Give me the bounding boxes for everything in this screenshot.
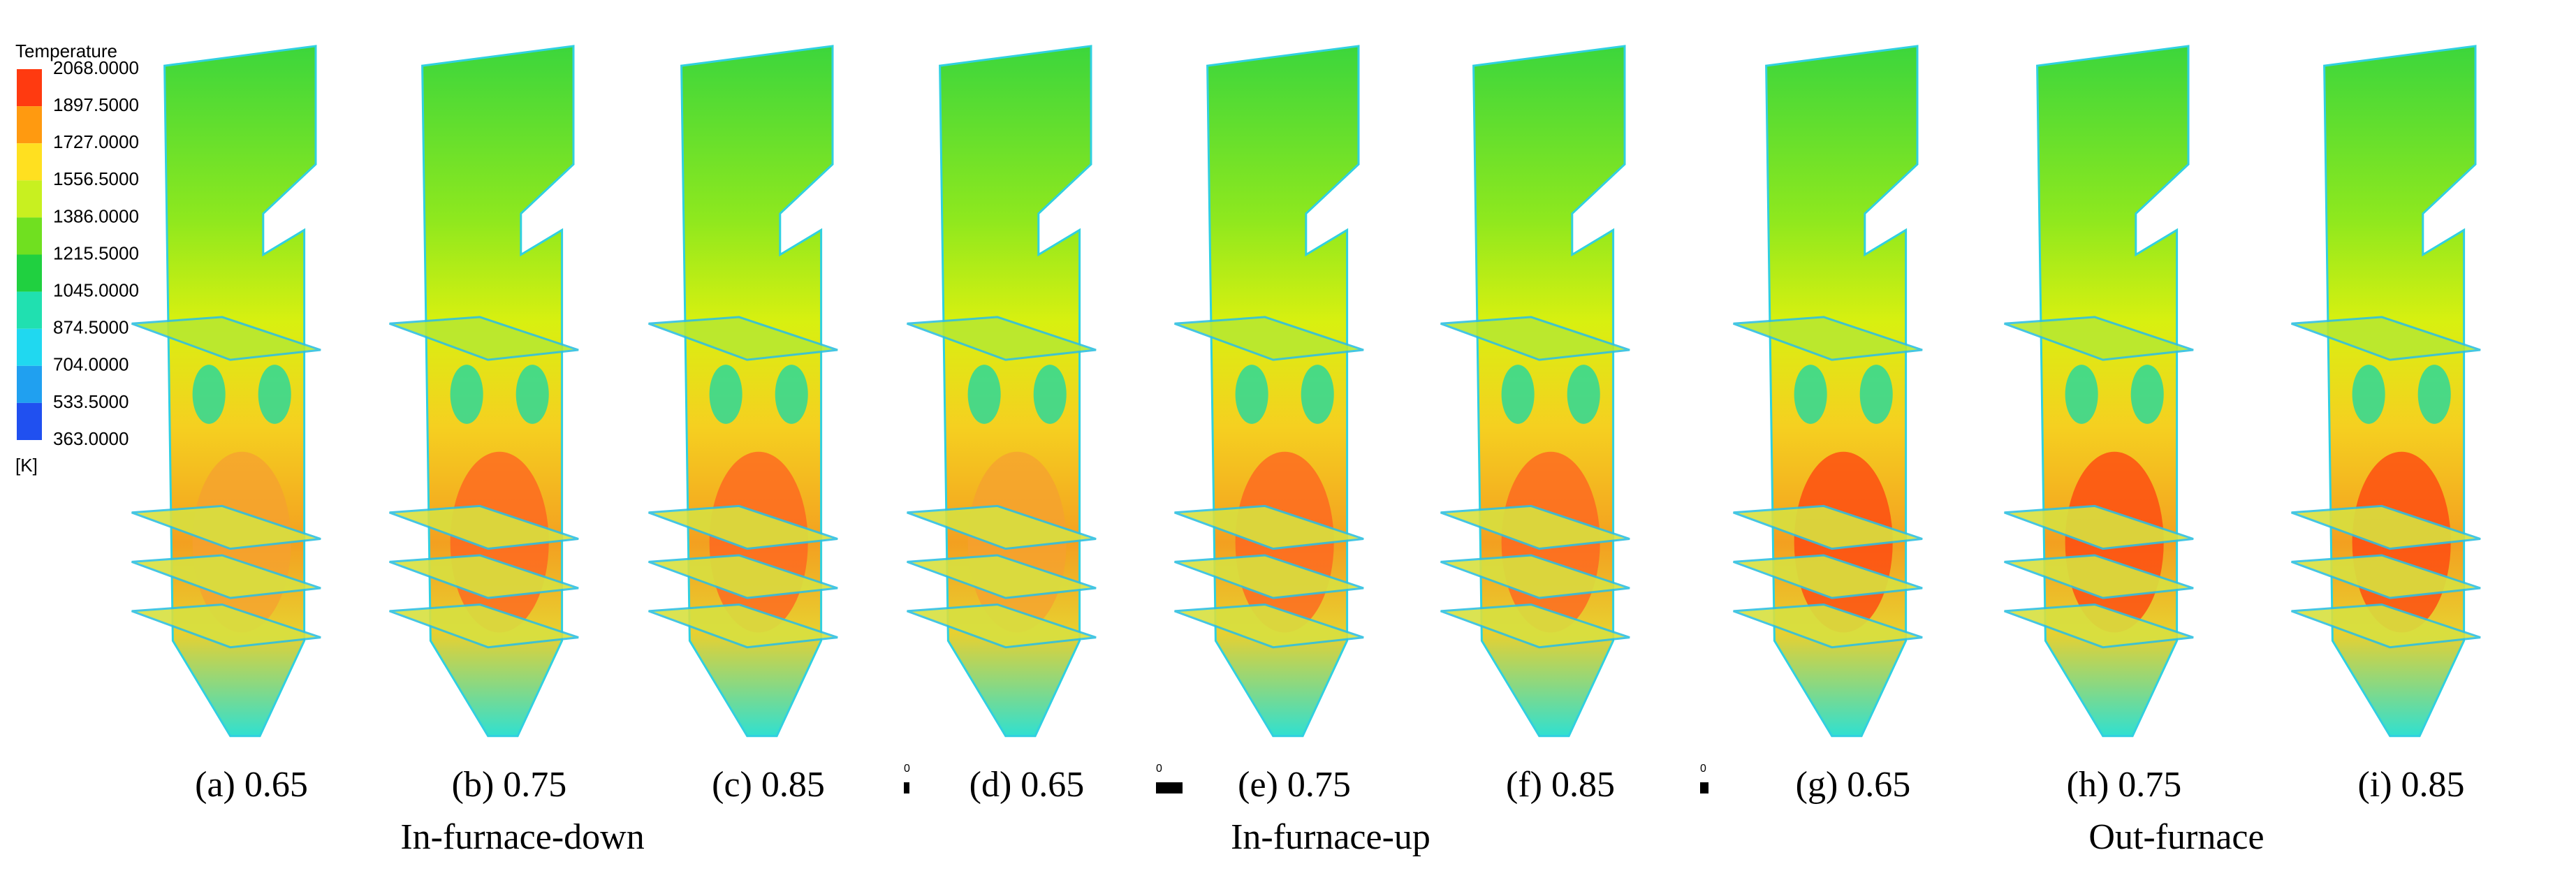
legend-band xyxy=(17,106,42,144)
section-plane xyxy=(2291,504,2481,550)
section-plane xyxy=(2004,504,2194,550)
section-plane xyxy=(389,504,579,550)
section-plane xyxy=(1174,603,1364,649)
cool-eddy xyxy=(1301,365,1334,424)
cool-eddy xyxy=(192,365,226,424)
group-label: In-furnace-down xyxy=(400,817,644,857)
legend-level: 533.5000 xyxy=(53,391,129,412)
legend-unit: [K] xyxy=(15,455,38,476)
cool-eddy xyxy=(1794,365,1827,424)
panel-caption: (b) 0.75 xyxy=(452,765,567,805)
section-plane xyxy=(1733,316,1923,361)
section-plane xyxy=(648,504,838,550)
section-plane xyxy=(648,316,838,361)
section-plane xyxy=(1440,316,1630,361)
section-plane xyxy=(131,554,321,599)
section-plane xyxy=(2291,554,2481,599)
section-plane xyxy=(907,603,1097,649)
cool-eddy xyxy=(967,365,1001,424)
panel-caption: (c) 0.85 xyxy=(712,765,825,805)
section-plane xyxy=(389,316,579,361)
cool-eddy xyxy=(2130,365,2164,424)
legend-band xyxy=(17,143,42,181)
legend-level: 1045.0000 xyxy=(53,279,139,300)
section-plane xyxy=(1174,554,1364,599)
legend-level: 1386.0000 xyxy=(53,205,139,226)
section-plane xyxy=(389,554,579,599)
legend-level: 1727.0000 xyxy=(53,131,139,152)
section-plane xyxy=(1174,504,1364,550)
group-label: Out-furnace xyxy=(2088,817,2264,857)
scale-marker-bar xyxy=(1700,782,1708,793)
cool-eddy xyxy=(2417,365,2451,424)
legend-band xyxy=(17,217,42,255)
legend-level: 1556.5000 xyxy=(53,168,139,189)
legend-band xyxy=(17,365,42,403)
section-plane xyxy=(131,504,321,550)
section-plane xyxy=(2291,603,2481,649)
legend-title: Temperature xyxy=(15,41,117,61)
legend-band xyxy=(17,291,42,329)
cool-eddy xyxy=(1501,365,1535,424)
section-plane xyxy=(1174,316,1364,361)
panel-caption: (d) 0.65 xyxy=(969,765,1085,805)
legend-level: 704.0000 xyxy=(53,354,129,375)
section-plane xyxy=(2004,554,2194,599)
section-plane xyxy=(1733,603,1923,649)
panel-caption: (a) 0.65 xyxy=(195,765,308,805)
section-plane xyxy=(131,316,321,361)
legend-band xyxy=(17,180,42,218)
scale-marker-label: 0 xyxy=(1156,763,1162,775)
panel-caption: (h) 0.75 xyxy=(2067,765,2182,805)
section-plane xyxy=(131,603,321,649)
scale-marker-label: 0 xyxy=(904,763,910,775)
cool-eddy xyxy=(1235,365,1268,424)
scale-marker-bar xyxy=(904,782,909,793)
panel-caption: (i) 0.85 xyxy=(2357,765,2464,805)
legend-level: 1215.5000 xyxy=(53,242,139,263)
section-plane xyxy=(1440,554,1630,599)
cool-eddy xyxy=(1033,365,1067,424)
section-plane xyxy=(1440,504,1630,550)
cool-eddy xyxy=(450,365,483,424)
cool-eddy xyxy=(1567,365,1600,424)
panel-caption: (g) 0.65 xyxy=(1796,765,1911,805)
cool-eddy xyxy=(2352,365,2385,424)
section-plane xyxy=(907,554,1097,599)
section-plane xyxy=(2291,316,2481,361)
legend-level: 1897.5000 xyxy=(53,94,139,115)
section-plane xyxy=(907,504,1097,550)
section-plane xyxy=(389,603,579,649)
group-label: In-furnace-up xyxy=(1231,817,1430,857)
panel-caption: (e) 0.75 xyxy=(1238,765,1351,805)
legend-band xyxy=(17,69,42,107)
section-plane xyxy=(648,603,838,649)
section-plane xyxy=(2004,316,2194,361)
section-plane xyxy=(907,316,1097,361)
section-plane xyxy=(1733,504,1923,550)
cool-eddy xyxy=(709,365,742,424)
cool-eddy xyxy=(515,365,549,424)
legend-level: 363.0000 xyxy=(53,428,129,449)
scale-marker-label: 0 xyxy=(1700,763,1706,775)
legend-level: 874.5000 xyxy=(53,317,129,338)
cool-eddy xyxy=(1859,365,1893,424)
panel-caption: (f) 0.85 xyxy=(1506,765,1615,805)
cool-eddy xyxy=(775,365,808,424)
legend-band xyxy=(17,328,42,366)
scale-marker-bar xyxy=(1156,782,1183,793)
cool-eddy xyxy=(258,365,291,424)
cool-eddy xyxy=(2065,365,2098,424)
section-plane xyxy=(648,554,838,599)
section-plane xyxy=(1733,554,1923,599)
legend-level: 2068.0000 xyxy=(53,57,139,78)
legend-band xyxy=(17,254,42,292)
section-plane xyxy=(1440,603,1630,649)
section-plane xyxy=(2004,603,2194,649)
legend-band xyxy=(17,402,42,440)
